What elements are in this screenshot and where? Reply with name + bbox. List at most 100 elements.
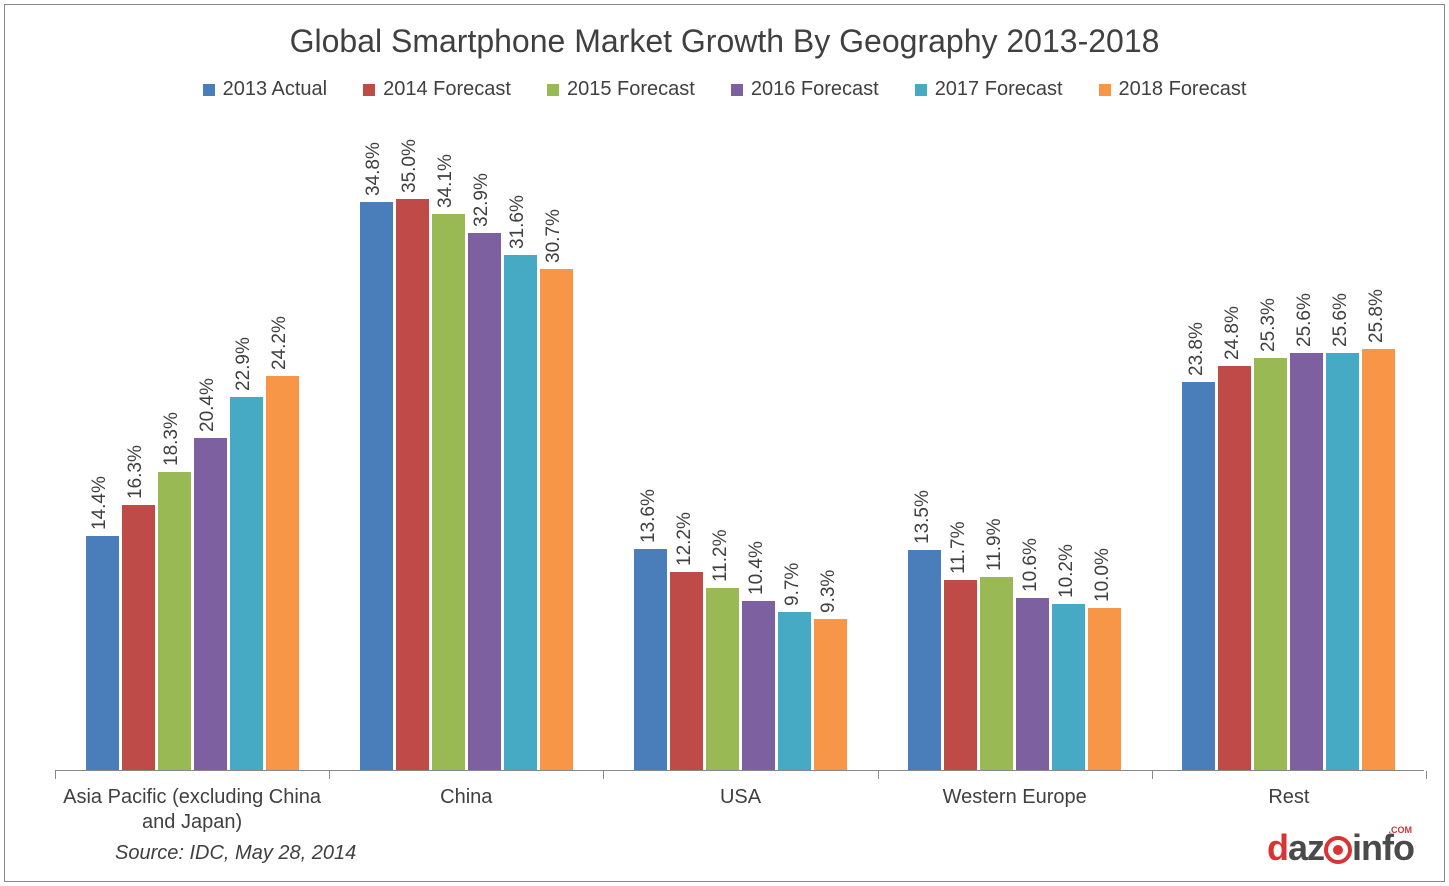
brand-letter-d: d — [1267, 827, 1288, 868]
legend-label: 2018 Forecast — [1119, 78, 1247, 101]
bar: 25.8% — [1362, 349, 1395, 771]
category-group: 14.4%16.3%18.3%20.4%22.9%24.2%Asia Pacif… — [86, 150, 299, 771]
legend: 2013 Actual 2014 Forecast 2015 Forecast 201… — [5, 70, 1444, 121]
bar-value-label: 10.4% — [737, 547, 759, 601]
bar: 20.4% — [194, 438, 227, 771]
bar-value-label: 11.2% — [701, 536, 723, 588]
bar: 10.6% — [1016, 598, 1049, 771]
legend-item: 2016 Forecast — [731, 78, 879, 101]
bar: 30.7% — [540, 269, 573, 771]
bar-value-label: 25.8% — [1357, 296, 1379, 350]
category-label: Asia Pacific (excluding China and Japan) — [55, 771, 329, 835]
legend-label: 2013 Actual — [223, 78, 328, 101]
category-group: 13.5%11.7%11.9%10.6%10.2%10.0%Western Eu… — [908, 150, 1121, 771]
legend-label: 2014 Forecast — [383, 78, 511, 101]
bar-value-label: 30.7% — [534, 215, 556, 269]
bar: 25.3% — [1254, 358, 1287, 771]
bar: 23.8% — [1182, 382, 1215, 771]
bar-value-label: 25.6% — [1321, 299, 1343, 353]
bar: 25.6% — [1290, 353, 1323, 771]
bar-value-label: 11.9% — [975, 524, 997, 576]
bar-value-label: 16.3% — [116, 451, 138, 505]
legend-swatch — [1099, 84, 1111, 96]
bar-value-label: 10.2% — [1047, 550, 1069, 604]
axis-tick — [603, 771, 604, 779]
bar: 12.2% — [670, 572, 703, 771]
bar: 34.8% — [360, 202, 393, 771]
bar-value-label: 23.8% — [1177, 328, 1199, 382]
bar: 10.0% — [1088, 608, 1121, 771]
bar: 11.2% — [706, 588, 739, 771]
brand-letter-a: a — [1288, 827, 1307, 868]
target-icon — [1324, 836, 1352, 864]
bar-value-label: 9.3% — [809, 576, 831, 619]
bar: 11.9% — [980, 577, 1013, 771]
chart-title: Global Smartphone Market Growth By Geogr… — [5, 5, 1444, 70]
bar-value-label: 14.4% — [80, 482, 102, 536]
bar-value-label: 20.4% — [188, 384, 210, 438]
axis-tick — [1426, 771, 1427, 779]
legend-swatch — [731, 84, 743, 96]
category-group: 23.8%24.8%25.3%25.6%25.6%25.8%Rest — [1182, 150, 1395, 771]
legend-swatch — [363, 84, 375, 96]
bar: 10.2% — [1052, 604, 1085, 771]
bar-value-label: 22.9% — [224, 343, 246, 397]
axis-tick — [329, 771, 330, 779]
x-axis-line — [55, 770, 1424, 771]
category-group: 13.6%12.2%11.2%10.4%9.7%9.3%USA — [634, 150, 847, 771]
bar-value-label: 25.6% — [1285, 299, 1307, 353]
axis-tick — [55, 771, 56, 779]
bar: 10.4% — [742, 601, 775, 771]
bar-value-label: 34.1% — [426, 160, 448, 214]
brand-suffix: .COM — [1389, 825, 1413, 835]
source-note: Source: IDC, May 28, 2014 — [115, 842, 356, 865]
bar-value-label: 24.8% — [1213, 312, 1235, 366]
bar: 9.7% — [778, 612, 811, 771]
legend-label: 2015 Forecast — [567, 78, 695, 101]
bar-value-label: 10.0% — [1083, 554, 1105, 608]
legend-label: 2016 Forecast — [751, 78, 879, 101]
bar: 32.9% — [468, 233, 501, 771]
axis-tick — [1152, 771, 1153, 779]
bar: 31.6% — [504, 255, 537, 771]
bar-value-label: 25.3% — [1249, 304, 1271, 358]
legend-item: 2018 Forecast — [1099, 78, 1247, 101]
axis-tick — [878, 771, 879, 779]
category-label: USA — [603, 771, 877, 810]
bar: 9.3% — [814, 619, 847, 771]
bar-value-label: 11.7% — [939, 527, 961, 579]
bar: 34.1% — [432, 214, 465, 771]
category-label: Western Europe — [878, 771, 1152, 810]
category-label: China — [329, 771, 603, 810]
bar-value-label: 35.0% — [390, 145, 412, 199]
legend-swatch — [203, 84, 215, 96]
bar: 11.7% — [944, 580, 977, 771]
legend-item: 2015 Forecast — [547, 78, 695, 101]
category-label: Rest — [1152, 771, 1426, 810]
bar: 13.5% — [908, 550, 941, 771]
category-group: 34.8%35.0%34.1%32.9%31.6%30.7%China — [360, 150, 573, 771]
bar: 14.4% — [86, 536, 119, 771]
legend-item: 2013 Actual — [203, 78, 328, 101]
bar-value-label: 31.6% — [498, 201, 520, 255]
bar-value-label: 18.3% — [152, 418, 174, 472]
legend-item: 2017 Forecast — [915, 78, 1063, 101]
bar-value-label: 13.6% — [629, 495, 651, 549]
bar: 24.8% — [1218, 366, 1251, 771]
legend-swatch — [547, 84, 559, 96]
brand-letter-z: z — [1307, 827, 1324, 868]
bar: 13.6% — [634, 549, 667, 771]
brand-logo: dazinfo .COM — [1267, 827, 1414, 869]
legend-swatch — [915, 84, 927, 96]
legend-label: 2017 Forecast — [935, 78, 1063, 101]
bar-value-label: 32.9% — [462, 179, 484, 233]
bar: 24.2% — [266, 376, 299, 771]
bar: 22.9% — [230, 397, 263, 771]
bar-value-label: 13.5% — [903, 497, 925, 551]
bar: 35.0% — [396, 199, 429, 771]
legend-item: 2014 Forecast — [363, 78, 511, 101]
bar-value-label: 24.2% — [260, 322, 282, 376]
bar: 18.3% — [158, 472, 191, 771]
bar-value-label: 12.2% — [665, 518, 687, 572]
bar: 25.6% — [1326, 353, 1359, 771]
